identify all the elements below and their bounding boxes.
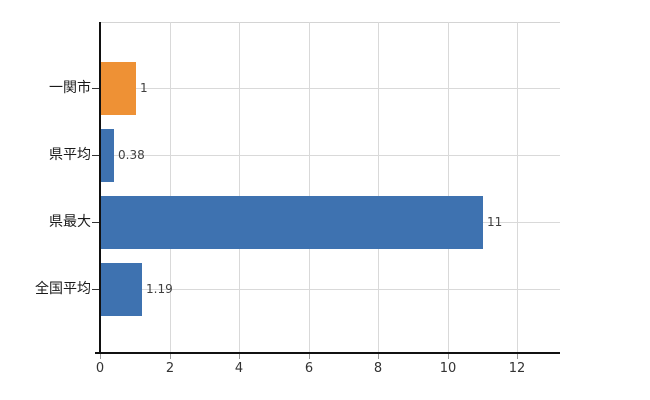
x-axis-tick [100, 354, 101, 359]
category-label: 県最大 [49, 214, 91, 230]
x-axis-line [95, 352, 560, 354]
x-gridline [309, 22, 310, 353]
bar-1 [101, 129, 114, 182]
x-tick-label: 10 [439, 361, 457, 376]
x-axis-tick [448, 354, 449, 359]
y-axis-tick [92, 88, 99, 89]
bar-3 [101, 263, 142, 316]
bar-value-label: 1 [140, 81, 148, 95]
x-axis-tick [170, 354, 171, 359]
category-label: 一関市 [49, 80, 91, 96]
y-axis-line [99, 22, 101, 354]
category-gridline [100, 289, 560, 290]
x-tick-label: 2 [165, 361, 175, 376]
plot-top-border [100, 22, 560, 23]
x-gridline [378, 22, 379, 353]
x-axis-tick [239, 354, 240, 359]
x-gridline [170, 22, 171, 353]
bar-value-label: 11 [487, 215, 503, 229]
x-tick-label: 12 [508, 361, 526, 376]
x-gridline [448, 22, 449, 353]
bar-2 [101, 196, 483, 249]
x-axis-tick [378, 354, 379, 359]
y-axis-tick [92, 289, 99, 290]
category-gridline [100, 155, 560, 156]
x-axis-tick [517, 354, 518, 359]
y-axis-tick [92, 222, 99, 223]
bar-0 [101, 62, 136, 115]
x-axis-tick [309, 354, 310, 359]
y-axis-tick [92, 155, 99, 156]
x-gridline [517, 22, 518, 353]
x-tick-label: 0 [95, 361, 105, 376]
category-gridline [100, 88, 560, 89]
bar-value-label: 0.38 [118, 148, 145, 162]
x-gridline [239, 22, 240, 353]
x-tick-label: 8 [373, 361, 383, 376]
bar-value-label: 1.19 [146, 282, 173, 296]
category-label: 全国平均 [35, 281, 91, 297]
x-tick-label: 6 [304, 361, 314, 376]
category-label: 県平均 [49, 147, 91, 163]
x-tick-label: 4 [234, 361, 244, 376]
